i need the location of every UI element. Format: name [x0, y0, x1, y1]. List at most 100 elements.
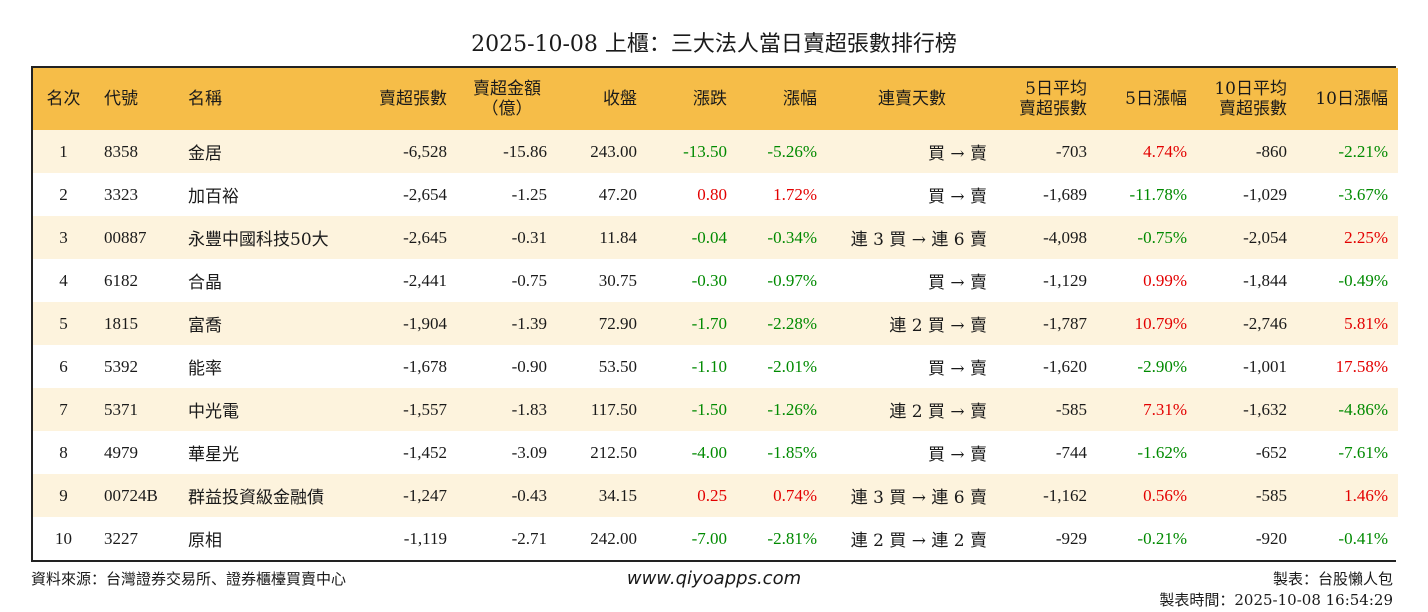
cell-sell-amount: -0.75 [511, 270, 547, 290]
cell-pct5: -1.62% [1137, 442, 1187, 462]
cell-avg10: -1,844 [1243, 270, 1287, 290]
cell-name: 富喬 [188, 316, 222, 336]
cell-pct5: 7.31% [1143, 399, 1187, 419]
cell-code: 4979 [104, 442, 138, 462]
col-streak: 連賣天數 [878, 89, 946, 109]
table-row: 4 6182 合晶 -2,441 -0.75 30.75 -0.30 -0.97% 買 → 賣 -… [33, 259, 1398, 302]
cell-name: 華星光 [188, 445, 239, 465]
cell-code: 1815 [104, 313, 138, 333]
col-avg10-line2: 賣超張數 [1219, 99, 1287, 119]
cell-rank: 4 [59, 270, 68, 290]
cell-streak: 連 3 買 → 連 6 賣 [850, 488, 987, 508]
made-time: 製表時間：2025-10-08 16:54:29 [1159, 591, 1393, 609]
cell-sell-amount: -2.71 [511, 528, 547, 548]
cell-pct5: -2.90% [1137, 356, 1187, 376]
cell-avg5: -744 [1055, 442, 1087, 462]
cell-name: 群益投資級金融債 [188, 488, 324, 508]
cell-pct10: -7.61% [1338, 442, 1388, 462]
cell-rank: 10 [55, 528, 72, 548]
cell-code: 6182 [104, 270, 138, 290]
cell-sell-amount: -1.83 [511, 399, 547, 419]
cell-sell-shares: -1,678 [403, 356, 447, 376]
ranking-table: 名次 代號 名稱 賣超張數 賣超金額 （億） 收盤 漲跌 漲幅 連賣天數 5日平均… [31, 66, 1398, 562]
cell-rank: 6 [59, 356, 68, 376]
col-pct5: 5日漲幅 [1125, 89, 1187, 109]
cell-avg5: -1,129 [1043, 270, 1087, 290]
cell-avg5: -1,162 [1043, 485, 1087, 505]
col-code: 代號 [104, 89, 138, 109]
col-avg10-line1: 10日平均 [1214, 79, 1287, 99]
cell-pct: -0.34% [767, 227, 817, 247]
website-link[interactable]: www.qiyoapps.com [626, 568, 802, 589]
cell-rank: 3 [59, 227, 68, 247]
cell-sell-shares: -1,557 [403, 399, 447, 419]
col-sell-shares: 賣超張數 [379, 89, 447, 109]
cell-streak: 買 → 賣 [927, 187, 987, 207]
table-body: 1 8358 金居 -6,528 -15.86 243.00 -13.50 -5.26% 買 →… [33, 130, 1398, 560]
cell-pct5: -0.21% [1137, 528, 1187, 548]
col-sell-amount-line1: 賣超金額 [473, 79, 541, 99]
cell-pct10: 2.25% [1344, 227, 1388, 247]
cell-avg5: -1,620 [1043, 356, 1087, 376]
cell-code: 5392 [104, 356, 138, 376]
cell-pct10: -4.86% [1338, 399, 1388, 419]
table-row: 8 4979 華星光 -1,452 -3.09 212.50 -4.00 -1.85% 買 → … [33, 431, 1398, 474]
cell-avg10: -585 [1255, 485, 1287, 505]
col-avg5-line1: 5日平均 [1025, 79, 1087, 99]
cell-avg10: -860 [1255, 141, 1287, 161]
col-pct10: 10日漲幅 [1315, 89, 1388, 109]
cell-pct10: 1.46% [1344, 485, 1388, 505]
cell-close: 117.50 [590, 399, 637, 419]
cell-rank: 1 [59, 141, 68, 161]
table-row: 9 00724B 群益投資級金融債 -1,247 -0.43 34.15 0.25 0.74%… [33, 474, 1398, 517]
cell-avg10: -1,029 [1243, 184, 1287, 204]
cell-avg5: -585 [1055, 399, 1087, 419]
table-row: 6 5392 能率 -1,678 -0.90 53.50 -1.10 -2.01% 買 → 賣 -… [33, 345, 1398, 388]
cell-streak: 連 3 買 → 連 6 賣 [850, 230, 987, 250]
cell-avg10: -920 [1255, 528, 1287, 548]
cell-close: 34.15 [598, 485, 637, 505]
cell-close: 11.84 [599, 227, 637, 247]
cell-pct: 1.72% [773, 184, 817, 204]
cell-code: 8358 [104, 141, 138, 161]
col-change: 漲跌 [693, 89, 727, 109]
cell-change: -1.50 [691, 399, 727, 419]
cell-code: 3323 [104, 184, 138, 204]
cell-streak: 買 → 賣 [927, 359, 987, 379]
cell-avg10: -1,632 [1243, 399, 1287, 419]
cell-pct: -5.26% [767, 141, 817, 161]
cell-rank: 7 [59, 399, 68, 419]
cell-sell-shares: -6,528 [403, 141, 447, 161]
col-name: 名稱 [188, 89, 222, 109]
cell-name: 合晶 [188, 273, 222, 293]
cell-pct: -2.01% [767, 356, 817, 376]
cell-streak: 連 2 買 → 賣 [889, 402, 987, 422]
cell-change: -0.30 [691, 270, 727, 290]
cell-avg10: -652 [1255, 442, 1287, 462]
cell-sell-amount: -15.86 [503, 141, 547, 161]
cell-code: 00724B [104, 485, 158, 505]
col-close: 收盤 [603, 89, 637, 109]
cell-close: 72.90 [598, 313, 637, 333]
cell-sell-amount: -3.09 [511, 442, 547, 462]
cell-avg5: -4,098 [1043, 227, 1087, 247]
cell-pct10: -0.41% [1338, 528, 1388, 548]
cell-streak: 買 → 賣 [927, 144, 987, 164]
source-note: 資料來源：台灣證券交易所、證券櫃檯買賣中心 [31, 570, 347, 588]
cell-sell-shares: -2,441 [403, 270, 447, 290]
cell-rank: 8 [59, 442, 68, 462]
col-sell-amount-line2: （億） [481, 99, 533, 119]
cell-pct: -0.97% [767, 270, 817, 290]
cell-avg10: -2,746 [1243, 313, 1287, 333]
cell-sell-shares: -2,645 [403, 227, 447, 247]
table-row: 7 5371 中光電 -1,557 -1.83 117.50 -1.50 -1.26% 連 2 … [33, 388, 1398, 431]
col-pct: 漲幅 [783, 89, 817, 109]
cell-pct5: 10.79% [1134, 313, 1187, 333]
cell-pct10: 17.58% [1335, 356, 1388, 376]
cell-name: 金居 [188, 144, 222, 164]
col-sell-amount: 賣超金額 （億） [457, 68, 557, 130]
table-row: 5 1815 富喬 -1,904 -1.39 72.90 -1.70 -2.28% 連 2 買 … [33, 302, 1398, 345]
cell-sell-amount: -1.39 [511, 313, 547, 333]
header-row: 名次 代號 名稱 賣超張數 賣超金額 （億） 收盤 漲跌 漲幅 連賣天數 5日平均… [33, 68, 1398, 130]
cell-sell-amount: -0.31 [511, 227, 547, 247]
